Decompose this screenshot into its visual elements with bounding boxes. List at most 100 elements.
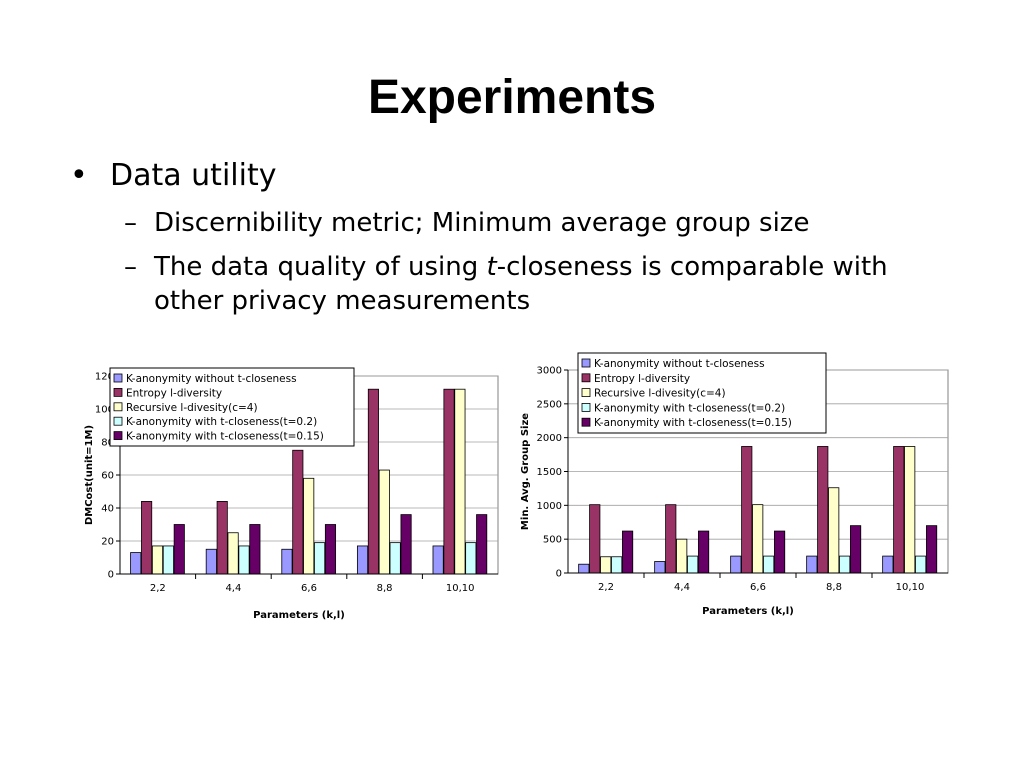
x-tick-label: 8,8 xyxy=(377,583,393,594)
bar xyxy=(600,556,612,574)
legend-swatch xyxy=(113,402,123,412)
dmcost-chart: 0 20 40 60 80 100 120 2,2 4,4 6,6 8,8 10,10 Paramete… xyxy=(84,367,499,621)
legend-label: K-anonymity with t-closeness(t=0.2) xyxy=(594,402,785,414)
y-tick-label: 1000 xyxy=(537,501,562,512)
bar xyxy=(454,388,466,575)
bullet-list: • Data utility – Discernibility metric; … xyxy=(70,158,970,328)
x-tick-label: 6,6 xyxy=(301,583,317,594)
dash-icon: – xyxy=(124,208,137,238)
y-tick-label: 500 xyxy=(543,535,562,546)
legend-swatch xyxy=(113,387,123,397)
y-tick-label: 2500 xyxy=(537,399,562,410)
x-tick-label: 10,10 xyxy=(896,582,925,593)
bar xyxy=(432,545,444,575)
sub-bullet-item: – The data quality of using t-closeness … xyxy=(124,251,970,319)
sub-bullet-text-part: The data quality of using xyxy=(154,251,487,282)
sub-bullet-text: The data quality of using t-closeness is… xyxy=(154,251,934,319)
bar xyxy=(303,477,315,575)
bar xyxy=(205,548,217,575)
bar xyxy=(292,449,304,575)
legend-label: K-anonymity without t-closeness xyxy=(594,358,765,370)
x-tick-label: 10,10 xyxy=(446,583,475,594)
x-axis-label: Parameters (k,l) xyxy=(702,606,794,617)
bar xyxy=(389,542,401,575)
legend-label: K-anonymity with t-closeness(t=0.15) xyxy=(126,431,324,443)
bar xyxy=(839,555,851,574)
y-axis-label: DMCost(unit=1M) xyxy=(84,425,95,525)
y-tick-label: 3000 xyxy=(537,366,562,377)
bar xyxy=(915,555,927,574)
bar xyxy=(378,469,390,575)
bar xyxy=(850,525,862,574)
bar xyxy=(893,446,905,574)
legend-label: K-anonymity with t-closeness(t=0.2) xyxy=(126,416,317,428)
bar xyxy=(904,446,916,574)
bar xyxy=(752,504,764,574)
legend-swatch xyxy=(581,403,591,412)
bar xyxy=(356,545,369,575)
bar xyxy=(443,388,455,575)
bar xyxy=(162,545,174,575)
bar xyxy=(665,504,677,574)
bar xyxy=(730,555,742,574)
bar xyxy=(400,514,412,575)
y-tick-label: 2000 xyxy=(537,433,562,444)
y-tick-label: 0 xyxy=(556,569,562,580)
bar xyxy=(589,504,601,574)
y-tick-label: 100 xyxy=(95,405,114,416)
bar xyxy=(465,542,477,575)
bar xyxy=(141,500,153,575)
legend-swatch xyxy=(113,416,123,426)
bar xyxy=(324,524,337,575)
bar xyxy=(698,530,710,574)
bar xyxy=(249,524,261,575)
bar xyxy=(622,530,634,574)
x-tick-label: 6,6 xyxy=(750,582,766,593)
legend-swatch xyxy=(581,358,591,368)
bar xyxy=(314,542,326,575)
y-tick-label: 80 xyxy=(101,438,114,449)
bar xyxy=(763,555,775,574)
bar xyxy=(216,500,228,575)
italic-t: t xyxy=(486,251,497,282)
sub-bullet-text-part: -closeness is comparable with other priv… xyxy=(154,251,888,316)
group-size-chart: 0 500 1000 1500 2000 2500 3000 2,2 4,4 6,6 8,8 10,1… xyxy=(520,352,949,617)
bar xyxy=(741,446,753,574)
legend-swatch xyxy=(581,388,591,397)
legend-swatch xyxy=(581,417,591,427)
bar xyxy=(367,388,379,575)
bar xyxy=(687,555,699,574)
y-tick-label: 1500 xyxy=(537,467,562,478)
bar xyxy=(130,552,142,575)
legend-label: Entropy l-diversity xyxy=(126,387,222,399)
y-tick-label: 40 xyxy=(101,504,114,515)
legend-label: Recursive l-divesity(c=4) xyxy=(594,388,726,400)
sub-bullet-text: Discernibility metric; Minimum average g… xyxy=(154,208,810,238)
bar xyxy=(654,561,666,574)
x-axis-label: Parameters (k,l) xyxy=(253,610,345,621)
bar xyxy=(578,563,590,574)
slide-title: Experiments xyxy=(367,71,657,124)
y-tick-label: 60 xyxy=(101,471,114,482)
bar xyxy=(476,514,488,575)
bar xyxy=(882,555,894,574)
bar xyxy=(227,532,239,575)
bullet-text: Data utility xyxy=(110,158,277,193)
bar xyxy=(611,556,623,574)
legend-label: Recursive l-divesity(c=4) xyxy=(126,402,258,414)
bar xyxy=(806,555,818,574)
legend-box xyxy=(577,352,827,434)
bar xyxy=(817,446,829,574)
y-tick-label: 120 xyxy=(95,372,114,383)
sub-bullet-item: – Discernibility metric; Minimum average… xyxy=(124,207,970,241)
bar xyxy=(173,524,185,575)
bar xyxy=(774,530,786,574)
dash-icon: – xyxy=(124,251,137,282)
x-tick-label: 4,4 xyxy=(225,583,241,594)
legend-swatch xyxy=(113,431,123,440)
bar xyxy=(151,545,164,575)
x-tick-label: 8,8 xyxy=(826,582,842,593)
legend-label: Entropy l-diversity xyxy=(594,373,690,385)
y-axis-label: Min. Avg. Group Size xyxy=(520,413,531,530)
y-tick-label: 20 xyxy=(101,537,114,548)
